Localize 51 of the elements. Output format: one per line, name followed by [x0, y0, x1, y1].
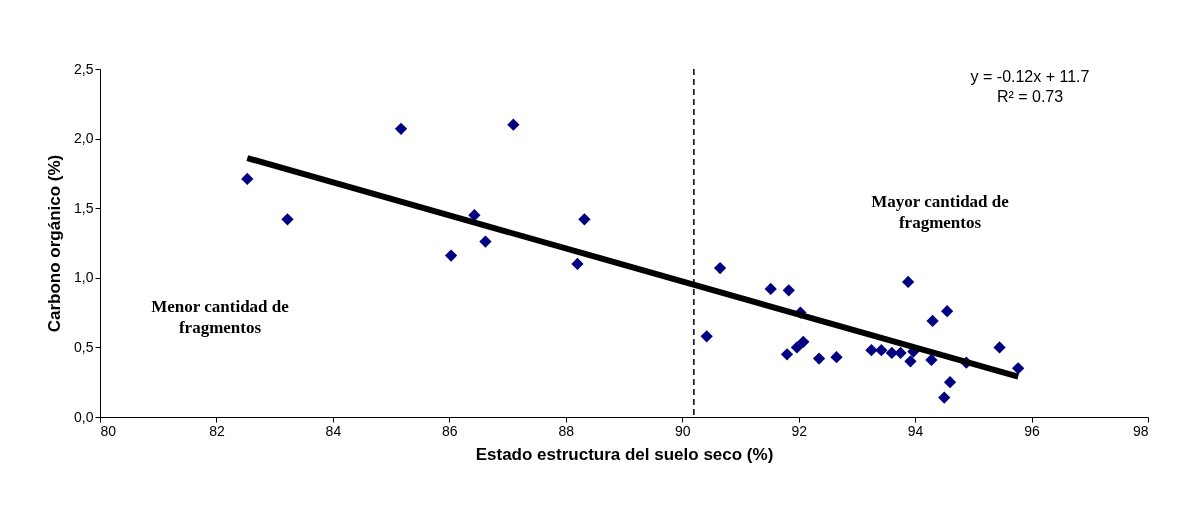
point — [444, 249, 458, 262]
y-tick-label: 2,5 — [74, 60, 94, 77]
point — [885, 346, 898, 360]
point — [941, 305, 954, 318]
point — [875, 344, 888, 357]
point — [700, 330, 713, 343]
point — [902, 275, 915, 289]
point — [1012, 362, 1025, 375]
annotation: y = -0.12x + 11.7 R² = 0.73 — [970, 68, 1090, 105]
y-tick-label: 0,0 — [74, 408, 94, 425]
point — [993, 341, 1006, 354]
x-tick-label: 86 — [442, 422, 458, 439]
point — [507, 118, 520, 131]
x-tick-label: 80 — [100, 422, 117, 439]
y-tick-label: 1,0 — [74, 269, 94, 286]
point — [782, 284, 795, 297]
point — [780, 348, 794, 361]
point — [812, 352, 826, 365]
x-tick-label: 90 — [674, 422, 691, 439]
annotation: Mayor cantidad de fragmentos — [871, 192, 1010, 232]
point — [797, 335, 810, 348]
point — [764, 282, 777, 296]
y-tick-label: 0,5 — [74, 338, 94, 355]
point — [241, 172, 254, 186]
point — [281, 213, 294, 226]
point — [394, 122, 408, 135]
point — [904, 355, 917, 368]
x-tick-label: 98 — [1132, 422, 1149, 439]
x-axis-title: Estado estructura del suelo seco (%) — [475, 444, 774, 464]
point — [943, 376, 957, 389]
point — [926, 314, 939, 328]
annotation: Menor cantidad de fragmentos — [151, 297, 290, 337]
x-tick-label: 82 — [209, 422, 225, 439]
x-tick-label: 88 — [558, 422, 575, 439]
x-tick-label: 94 — [907, 422, 924, 439]
x-tick-label: 92 — [791, 422, 808, 439]
point — [571, 257, 584, 270]
point — [938, 391, 951, 404]
y-tick-label: 2,0 — [74, 130, 94, 147]
point — [578, 213, 591, 226]
y-axis-title: Carbono orgánico (%) — [45, 154, 65, 333]
point — [790, 341, 804, 354]
point — [865, 344, 878, 357]
y-tick-label: 1,5 — [74, 199, 94, 216]
point — [894, 346, 907, 360]
point — [830, 351, 843, 364]
point — [925, 353, 938, 367]
x-tick-label: 96 — [1024, 422, 1041, 439]
x-tick-label: 84 — [325, 422, 342, 439]
point — [713, 261, 727, 275]
point — [479, 235, 492, 248]
